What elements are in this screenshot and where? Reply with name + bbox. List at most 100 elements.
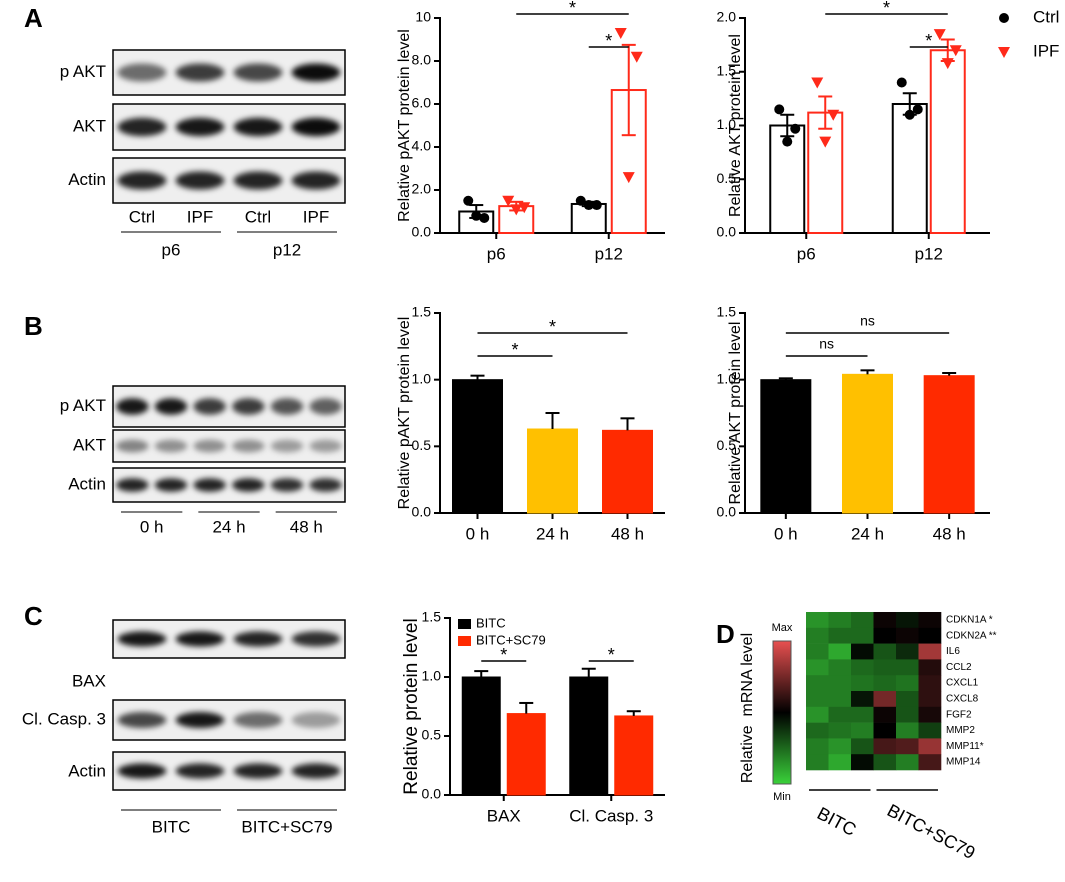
y-tick-label: 0.0 — [717, 224, 737, 240]
data-point — [463, 195, 474, 206]
group-label: 48 h — [290, 517, 323, 536]
y-axis-label: Relative pAKT protein level — [396, 29, 413, 222]
data-point — [575, 195, 586, 206]
blot-band — [233, 171, 283, 190]
blot-band — [117, 631, 167, 647]
y-axis-label: Relative pAKT protein level — [396, 317, 413, 510]
heatmap-cell — [828, 627, 852, 644]
heatmap-cell — [806, 738, 829, 755]
heatmap-cell — [851, 612, 874, 629]
data-point — [912, 104, 923, 115]
group-label: p12 — [273, 240, 301, 259]
group-label: 24 h — [212, 517, 245, 536]
bar — [760, 379, 812, 514]
heatmap-cell — [918, 675, 942, 692]
heatmap-cell — [896, 722, 919, 739]
x-tick-label: 24 h — [536, 524, 569, 543]
blot-frame — [112, 467, 346, 503]
blot-band — [117, 63, 167, 82]
data-point — [479, 212, 490, 223]
y-tick-label: 0.0 — [412, 224, 432, 240]
heatmap-cell — [896, 675, 919, 692]
bar — [614, 715, 654, 796]
heatmap-cell — [851, 627, 874, 644]
heatmap-cell — [806, 754, 829, 771]
group-label: BITC+SC79 — [241, 817, 332, 836]
heatmap-cell — [806, 675, 829, 692]
blot-band — [233, 63, 283, 82]
data-point — [510, 204, 523, 216]
blot-row-label: p AKT — [60, 396, 106, 415]
scale-min-label: Min — [773, 791, 791, 803]
y-tick-label: 1.5 — [422, 609, 442, 625]
heatmap-cell — [806, 691, 829, 708]
y-axis-label: Relative protein level — [401, 618, 422, 794]
blot-band — [154, 439, 188, 453]
blot-row-label: BAX — [72, 671, 106, 690]
blot-band — [232, 478, 265, 492]
legend-label: Ctrl — [1033, 7, 1059, 26]
group-label: 0 h — [140, 517, 164, 536]
blot-row-label: Actin — [68, 474, 106, 493]
heatmap-cell — [828, 722, 852, 739]
panel-label: C — [24, 601, 43, 631]
blot-band — [309, 478, 342, 492]
data-point — [790, 123, 801, 134]
significance-label: ns — [819, 336, 834, 352]
blot-band — [270, 439, 304, 453]
blot-frame — [112, 429, 346, 463]
heatmap-cell — [851, 659, 874, 676]
heatmap-cell — [918, 691, 942, 708]
y-tick-label: 0.0 — [717, 504, 737, 520]
bar — [923, 375, 975, 514]
heatmap-cell — [828, 675, 852, 692]
blot-band — [117, 763, 167, 779]
blot-band — [117, 712, 167, 728]
heatmap-group-label: BITC — [814, 803, 860, 840]
blot-row-label: Cl. Casp. 3 — [22, 709, 106, 728]
blot-band — [233, 763, 283, 779]
heatmap-cell — [873, 691, 897, 708]
heatmap-row-label: CDKN1A * — [946, 615, 993, 626]
bar — [569, 676, 609, 796]
blot-band — [232, 398, 265, 415]
bar — [842, 373, 893, 514]
heatmap-cell — [851, 675, 874, 692]
data-point — [614, 28, 627, 40]
y-axis-label: Relative AKT protein level — [727, 322, 744, 505]
blot-band — [175, 171, 225, 190]
panel-label: A — [24, 3, 43, 33]
data-point — [904, 109, 915, 120]
blot-band — [116, 439, 149, 453]
y-tick-label: 0.0 — [412, 504, 432, 520]
data-point — [591, 200, 602, 211]
heatmap-cell — [851, 738, 874, 755]
blot-band — [175, 712, 225, 728]
blot-band — [116, 478, 149, 492]
heatmap-cell — [896, 627, 919, 644]
significance-label: * — [925, 31, 932, 51]
blot-band — [117, 117, 167, 137]
y-tick-label: 1.0 — [717, 116, 737, 132]
heatmap-cell — [828, 754, 852, 771]
significance-label: * — [511, 340, 518, 360]
y-tick-label: 0.5 — [717, 170, 737, 186]
lane-label: Ctrl — [129, 207, 155, 226]
heatmap-cell — [873, 643, 897, 660]
heatmap-cell — [851, 643, 874, 660]
heatmap-cell — [806, 643, 829, 660]
data-point — [583, 200, 594, 211]
heatmap-row-label: FGF2 — [946, 709, 972, 720]
x-tick-label: p6 — [797, 244, 816, 263]
blot-band — [154, 398, 188, 415]
significance-label: * — [883, 0, 890, 18]
blot-band — [175, 63, 225, 82]
heatmap-cell — [873, 738, 897, 755]
blot-band — [175, 631, 225, 647]
blot-row-label: p AKT — [60, 62, 106, 81]
x-tick-label: 24 h — [851, 524, 884, 543]
y-tick-label: 6.0 — [412, 95, 432, 111]
heatmap-cell — [806, 612, 829, 629]
